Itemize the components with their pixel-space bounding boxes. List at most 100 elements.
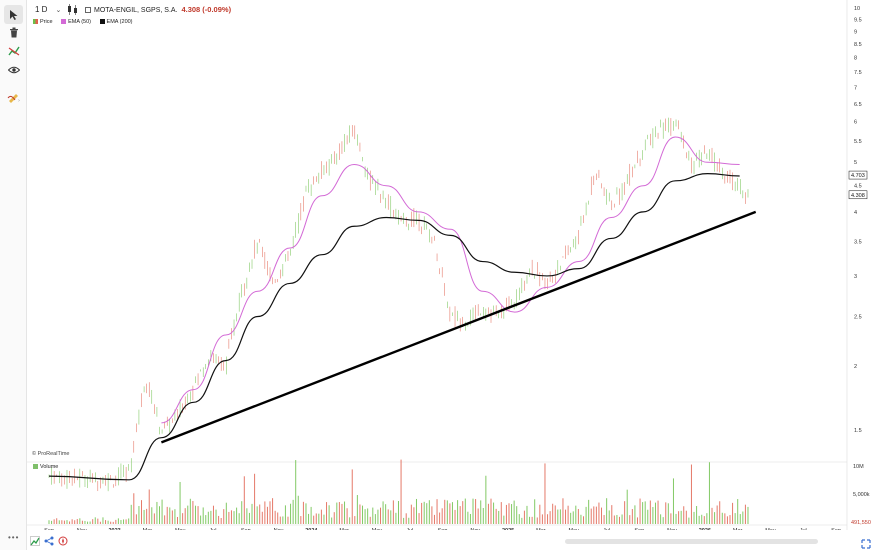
volume-bar (739, 514, 741, 524)
volume-bar (665, 502, 667, 524)
drawing-toolbar: › ••• (0, 0, 27, 550)
volume-legend[interactable]: Volume (33, 464, 58, 470)
volume-bar (613, 515, 615, 524)
horizontal-scrollbar[interactable] (565, 539, 818, 544)
volume-bar (629, 515, 631, 524)
price-chart[interactable]: 10 9.5 9 8.5 8 7.5 7 6.5 6 5.5 5 4.5 4 3.5 3 2.5 2 1.5 Sep… (27, 0, 880, 530)
svg-text:›: › (18, 98, 20, 103)
volume-bar (467, 511, 469, 524)
volume-bar (685, 510, 687, 524)
pencil-tool[interactable]: › (4, 87, 23, 106)
last-price-label-box (848, 190, 868, 200)
volume-bar (696, 506, 698, 524)
volume-bar (169, 507, 171, 524)
volume-bar (187, 505, 189, 524)
volume-bar (346, 508, 348, 524)
volume-bar (554, 505, 556, 524)
x-tick-label: May (175, 528, 186, 530)
volume-bar (223, 509, 225, 524)
volume-bar (202, 507, 204, 524)
volume-bar (102, 517, 104, 524)
volume-bar (56, 518, 58, 524)
volume-bar (721, 512, 723, 524)
volume-bar (585, 506, 587, 524)
volume-bar (688, 517, 690, 524)
visibility-tool[interactable] (4, 60, 23, 79)
legend-price[interactable]: Price (33, 19, 53, 25)
volume-bar (94, 517, 96, 524)
volume-bar (236, 507, 238, 524)
volume-bar (405, 513, 407, 524)
volume-bar (141, 500, 143, 524)
chart-type-button[interactable] (67, 3, 79, 21)
volume-bar (536, 517, 538, 524)
volume-bar (611, 505, 613, 524)
price-swatch (33, 19, 38, 24)
x-tick-label: 2025 (502, 528, 514, 530)
volume-bar (143, 509, 145, 524)
symbol-name: MOTA-ENGIL, SGPS, S.A. (94, 7, 178, 14)
cursor-tool[interactable] (4, 5, 23, 24)
bottom-toolbar (30, 536, 68, 546)
symbol-info-icon[interactable] (85, 7, 91, 13)
volume-bar (464, 498, 466, 524)
volume-bar (233, 511, 235, 524)
volume-bar (698, 515, 700, 524)
volume-bar (61, 520, 63, 524)
x-tick-label: Mar (143, 528, 153, 530)
volume-bar (251, 503, 253, 524)
volume-bar (588, 499, 590, 524)
delete-tool[interactable] (4, 23, 23, 42)
volume-bar (690, 464, 692, 524)
volume-bar (608, 510, 610, 524)
volume-bar (148, 489, 150, 524)
volume-bar (480, 500, 482, 524)
volume-bar (194, 505, 196, 524)
volume-bar (331, 517, 333, 524)
y-tick-label: 7.5 (854, 70, 862, 76)
volume-bar (469, 513, 471, 524)
volume-bar (392, 500, 394, 524)
trendline[interactable] (160, 210, 757, 444)
x-tick-label: Nov (77, 528, 87, 530)
volume-bar (377, 509, 379, 524)
volume-bar (292, 499, 294, 524)
legend-ema200[interactable]: EMA (200) (99, 19, 133, 25)
y-tick-label: 3.5 (854, 240, 862, 246)
volume-bar (295, 460, 297, 524)
volume-bar (423, 501, 425, 524)
volume-bar (310, 506, 312, 524)
x-tick-label: Sep (438, 528, 448, 530)
volume-bar (618, 516, 620, 524)
legend-ema50[interactable]: EMA (50) (61, 19, 91, 25)
resize-button[interactable] (861, 536, 871, 550)
ema50-line (161, 136, 740, 424)
indicators-tool[interactable] (4, 41, 23, 60)
chart-icon[interactable] (30, 536, 40, 546)
timeframe-selector[interactable]: 1 D ⌄ (35, 5, 61, 14)
volume-bar (274, 510, 276, 524)
more-options[interactable]: ••• (8, 533, 20, 542)
volume-bar (544, 463, 546, 524)
volume-bar (657, 500, 659, 524)
compass-icon[interactable] (58, 536, 68, 546)
x-tick-label: 2026 (699, 528, 711, 530)
volume-bar (164, 515, 166, 524)
volume-bar (112, 521, 114, 524)
share-icon[interactable] (44, 536, 54, 546)
volume-bar (729, 515, 731, 524)
volume-bar (387, 509, 389, 524)
volume-bar (529, 516, 531, 524)
volume-bar (454, 509, 456, 524)
y-tick-label: 10 (854, 6, 860, 12)
volume-bar (570, 512, 572, 524)
y-tick-label: 8.5 (854, 42, 862, 48)
volume-bar (433, 514, 435, 524)
cursor-icon (9, 9, 17, 20)
watermark: © ProRealTime (32, 451, 70, 457)
volume-bar (693, 511, 695, 524)
x-tick-label: Jul (800, 528, 807, 530)
volume-bar (708, 462, 710, 524)
volume-bar (166, 506, 168, 524)
volume-bar (415, 498, 417, 524)
